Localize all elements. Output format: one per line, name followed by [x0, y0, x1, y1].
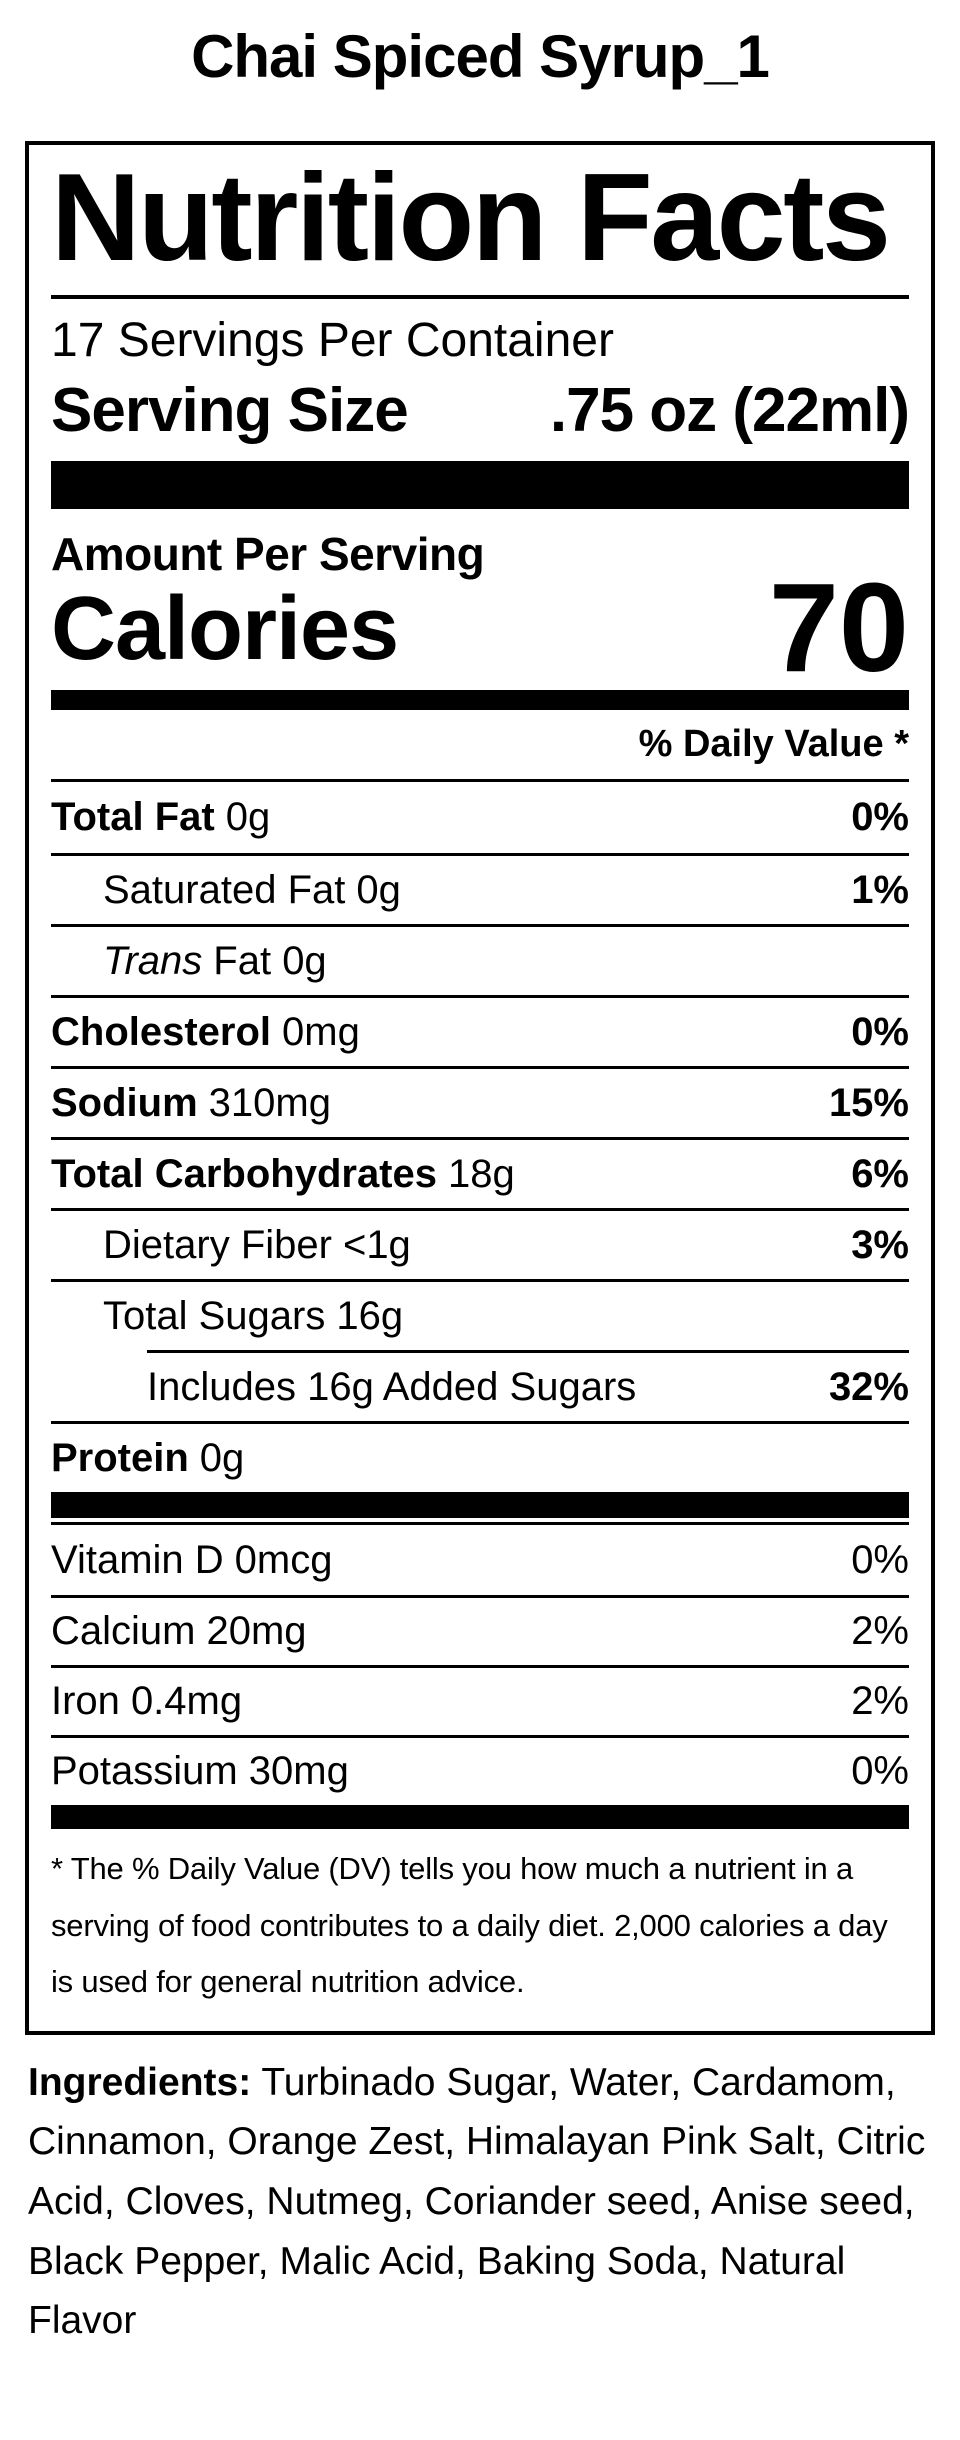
ingredients-paragraph: Ingredients: Turbinado Sugar, Water, Car… [28, 2053, 932, 2351]
vitamin-row-vitamin-d: Vitamin D 0mcg 0% [51, 1525, 909, 1595]
nutrient-dv: 1% [851, 867, 909, 912]
ingredients-label: Ingredients: [28, 2060, 252, 2104]
vitamin-amount: 0.4mg [130, 1679, 243, 1724]
nutrient-row-sodium: Sodium 310mg 15% [51, 1066, 909, 1137]
nutrient-name: Dietary Fiber [103, 1222, 332, 1267]
vitamin-amount: 0mcg [234, 1537, 333, 1582]
nutrient-row-total-carbohydrates: Total Carbohydrates 18g 6% [51, 1137, 909, 1208]
nutrient-amount: 0g [199, 1435, 245, 1480]
ingredients-text: Turbinado Sugar, Water, Cardamom, Cinnam… [28, 2060, 926, 2343]
nutrient-name: Sodium [51, 1080, 198, 1125]
vitamin-row-iron: Iron 0.4mg 2% [51, 1665, 909, 1735]
nutrient-row-protein: Protein 0g [51, 1421, 909, 1492]
nutrient-dv: 6% [851, 1151, 909, 1196]
nutrient-amount: 310mg [208, 1080, 331, 1125]
nutrient-amount: 0mg [282, 1009, 360, 1054]
vitamin-name: Vitamin D [51, 1537, 224, 1582]
nutrient-name: Trans [103, 938, 203, 983]
vitamin-row-calcium: Calcium 20mg 2% [51, 1595, 909, 1665]
nutrient-amount: <1g [342, 1222, 411, 1267]
nutrient-amount: 0g [356, 867, 401, 912]
daily-value-header: % Daily Value * [51, 710, 909, 783]
vitamin-dv: 0% [851, 1537, 909, 1582]
serving-size-label: Serving Size [51, 376, 409, 446]
nutrient-dv: 15% [828, 1080, 909, 1125]
vitamin-row-potassium: Potassium 30mg 0% [51, 1735, 909, 1805]
serving-size-row: Serving Size .75 oz (22ml) [51, 375, 910, 460]
vitamin-amount: 20mg [206, 1609, 307, 1654]
vitamin-dv: 2% [851, 1679, 909, 1724]
nutrient-amount: 16g [336, 1293, 404, 1338]
nutrient-amount: 18g [448, 1151, 515, 1196]
calories-label: Calories [51, 578, 399, 679]
thick-separator-bar [51, 460, 909, 509]
amount-per-serving-label: Amount Per Serving [51, 527, 485, 580]
nutrient-name: Cholesterol [51, 1009, 272, 1054]
nutrient-amount: Fat 0g [213, 938, 327, 983]
calories-section: Amount Per Serving Calories 70 [51, 509, 909, 698]
nutrient-row-cholesterol: Cholesterol 0mg 0% [51, 995, 909, 1066]
nutrient-amount: 0g [225, 795, 271, 840]
nutrition-facts-heading: Nutrition Facts [51, 149, 891, 287]
nutrient-name: Total Fat [51, 795, 215, 840]
nutrient-name: Total Carbohydrates [51, 1151, 437, 1196]
medium-separator-bar [51, 690, 909, 711]
nutrient-row-added-sugars: Includes 16g Added Sugars 32% [147, 1350, 909, 1421]
serving-size-value: .75 oz (22ml) [549, 376, 910, 446]
nutrient-row-trans-fat: Trans Fat 0g [51, 924, 909, 995]
nutrient-row-total-sugars: Total Sugars 16g [51, 1279, 909, 1350]
vitamin-dv: 2% [851, 1609, 909, 1654]
vitamin-name: Potassium [51, 1749, 238, 1794]
vitamin-amount: 30mg [248, 1749, 349, 1794]
nutrition-label: Nutrition Facts 17 Servings Per Containe… [25, 141, 935, 2035]
medium-separator-bar [51, 1805, 909, 1830]
nutrient-dv: 0% [851, 1009, 909, 1054]
nutrient-row-dietary-fiber: Dietary Fiber <1g 3% [51, 1208, 909, 1279]
nutrient-name: Protein [51, 1435, 189, 1480]
nutrient-dv: 0% [851, 795, 909, 840]
daily-value-footnote: * The % Daily Value (DV) tells you how m… [51, 1851, 888, 2000]
nutrient-name: Total Sugars [103, 1293, 326, 1338]
thin-rule [51, 1522, 909, 1526]
vitamin-dv: 0% [851, 1749, 909, 1794]
nutrient-row-saturated-fat: Saturated Fat 0g 1% [51, 853, 909, 924]
servings-per-container: 17 Servings Per Container [51, 314, 614, 368]
page-title: Chai Spiced Syrup_1 [191, 23, 770, 90]
vitamin-name: Calcium [51, 1609, 196, 1654]
thick-separator-bar [51, 1492, 909, 1519]
calories-value: 70 [768, 556, 909, 698]
nutrient-name: Saturated Fat [103, 867, 346, 912]
vitamin-name: Iron [51, 1679, 120, 1724]
nutrient-row-total-fat: Total Fat 0g 0% [51, 782, 909, 853]
nutrient-name: Includes 16g Added Sugars [147, 1364, 637, 1409]
nutrient-dv: 3% [851, 1222, 909, 1267]
heading-rule [51, 295, 909, 300]
nutrient-dv: 32% [828, 1364, 909, 1409]
